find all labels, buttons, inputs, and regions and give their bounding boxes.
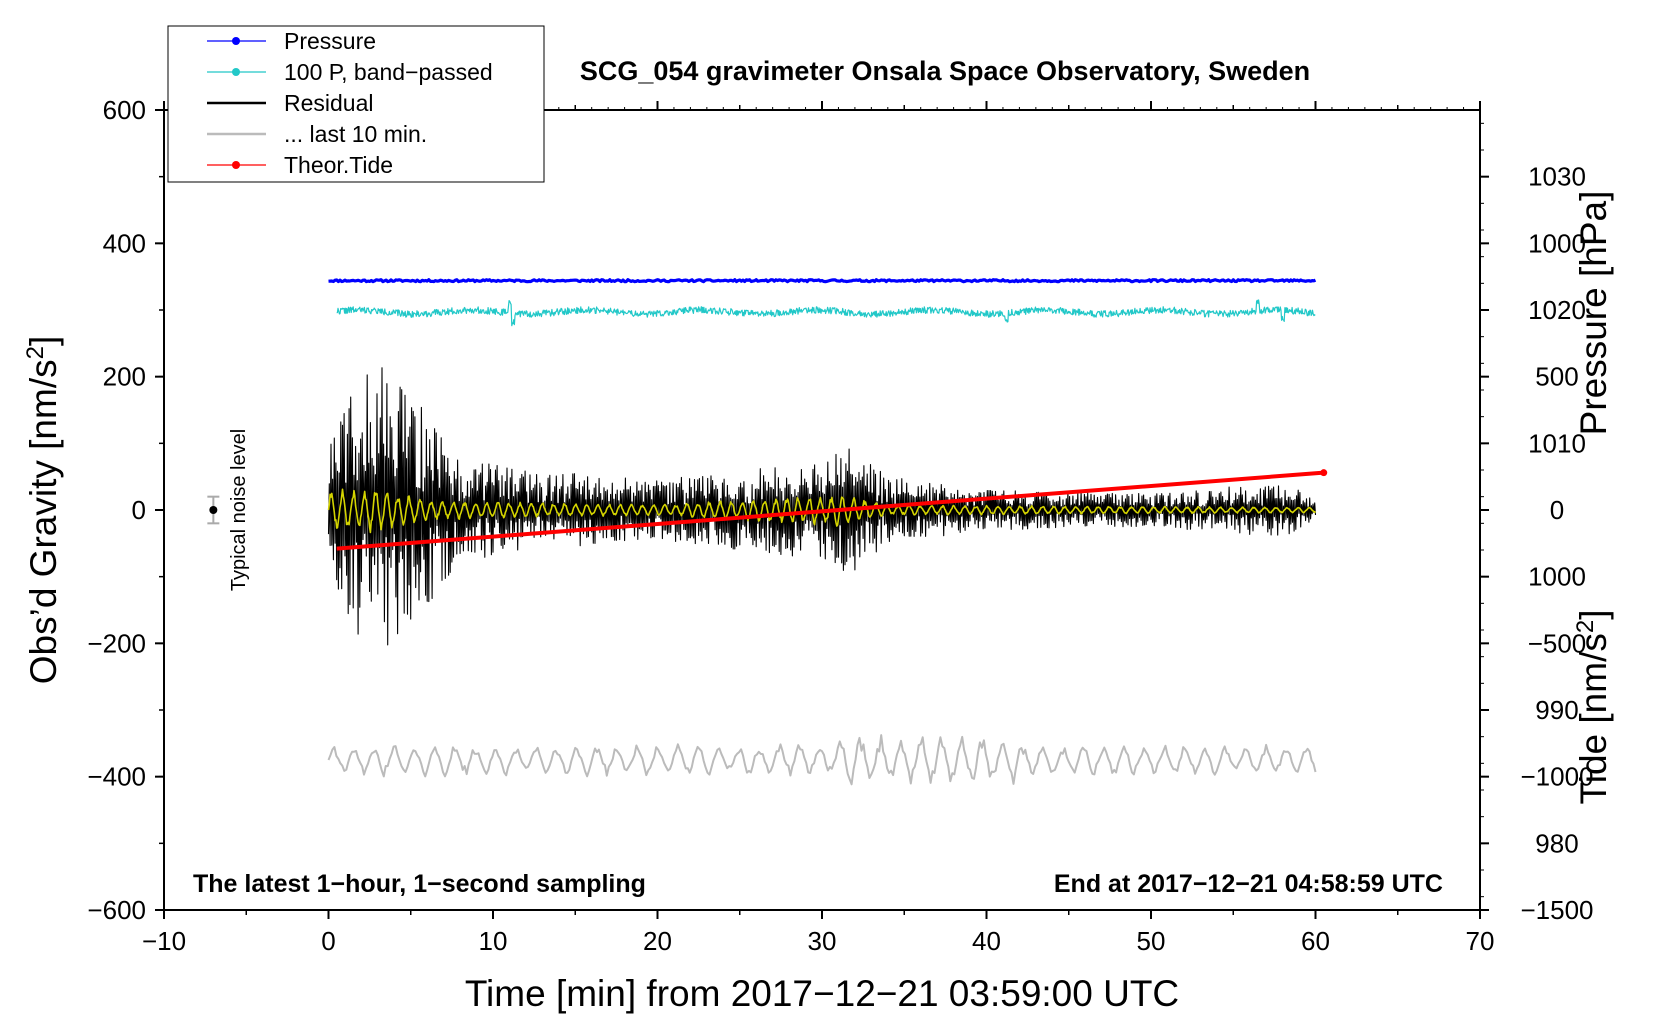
tide-tick-label: −1000 (1520, 762, 1593, 792)
series-theor-tide (336, 470, 1324, 551)
y-axis-label-tide: Tide [nm/s2] (1572, 610, 1614, 805)
noise-dot (209, 506, 218, 514)
y-label-tide-sup: 2 (1572, 620, 1599, 633)
pressure-tick-label: 1000 (1528, 562, 1586, 592)
y-tick-label: 200 (103, 362, 146, 392)
legend-marker (232, 161, 240, 169)
legend-items: Pressure 100 P, band−passed Residual ... la… (207, 28, 493, 178)
x-tick-label: 60 (1301, 926, 1330, 956)
pressure-tick-label: 1010 (1528, 428, 1586, 458)
annotation-sampling: The latest 1−hour, 1−second sampling (193, 870, 646, 898)
legend-label: Residual (284, 90, 374, 116)
noise-marker (207, 495, 220, 525)
legend-label: Pressure (284, 28, 376, 54)
tide-tick-label: 1000 (1528, 228, 1586, 258)
y-tick-label: −200 (87, 628, 146, 658)
legend-label: ... last 10 min. (284, 121, 427, 147)
chart-title: SCG_054 gravimeter Onsala Space Observat… (580, 56, 1310, 86)
y-axis-label-pressure: Pressure [hPa] (1573, 191, 1614, 436)
y-label-tide-tail: ] (1573, 610, 1614, 620)
series-layer (327, 278, 1328, 786)
legend-marker (232, 37, 240, 45)
x-tick-label: 40 (972, 926, 1001, 956)
pressure-tick-label: 980 (1535, 828, 1578, 858)
y-label-left-text: Obs’d Gravity [nm/s (23, 359, 64, 684)
noise-level-label: Typical noise level (228, 429, 250, 591)
pressure-tick-label: 990 (1535, 695, 1578, 725)
annotation-end-time: End at 2017−12−21 04:58:59 UTC (1054, 870, 1443, 898)
x-axis-label: Time [min] from 2017−12−21 03:59:00 UTC (465, 973, 1179, 1014)
tide-tick-label: −500 (1528, 628, 1587, 658)
y-tick-label: 600 (103, 95, 146, 125)
x-tick-label: 10 (479, 926, 508, 956)
pressure-tick-label: 1030 (1528, 162, 1586, 192)
y-axis-label-left: Obs’d Gravity [nm/s2] (22, 336, 64, 685)
legend-marker (232, 68, 240, 76)
tide-end-point (1320, 469, 1328, 477)
x-tick-label: 50 (1137, 926, 1166, 956)
tide-tick-label: 0 (1550, 495, 1564, 525)
x-tick-label: −10 (142, 926, 186, 956)
y-tick-label: −400 (87, 762, 146, 792)
series-pressure-bandpassed (336, 299, 1316, 327)
x-tick-label: 30 (808, 926, 837, 956)
tide-tick-label: −1500 (1520, 895, 1593, 925)
legend-label: 100 P, band−passed (284, 59, 493, 85)
axes-layer: −10 0 10 20 30 40 50 60 706004002000−200−400−600… (87, 95, 1593, 956)
series-last-10-min (327, 734, 1317, 786)
y-tick-label: 0 (132, 495, 146, 525)
y-label-tide-text: Tide [nm/s (1573, 633, 1614, 804)
legend: Pressure 100 P, band−passed Residual ... la… (167, 25, 545, 183)
pressure-tick-label: 1020 (1528, 295, 1586, 325)
y-label-left-tail: ] (23, 336, 64, 346)
legend-label: Theor.Tide (284, 152, 393, 178)
series-residual (327, 367, 1317, 646)
x-tick-label: 0 (321, 926, 335, 956)
y-label-left-sup: 2 (22, 346, 49, 359)
tide-tick-label: 500 (1535, 362, 1578, 392)
y-tick-label: 400 (103, 228, 146, 258)
x-tick-label: 70 (1466, 926, 1495, 956)
y-tick-label: −600 (87, 895, 146, 925)
series-residual-filtered (327, 488, 1317, 534)
x-tick-label: 20 (643, 926, 672, 956)
series-pressure (328, 278, 1317, 284)
